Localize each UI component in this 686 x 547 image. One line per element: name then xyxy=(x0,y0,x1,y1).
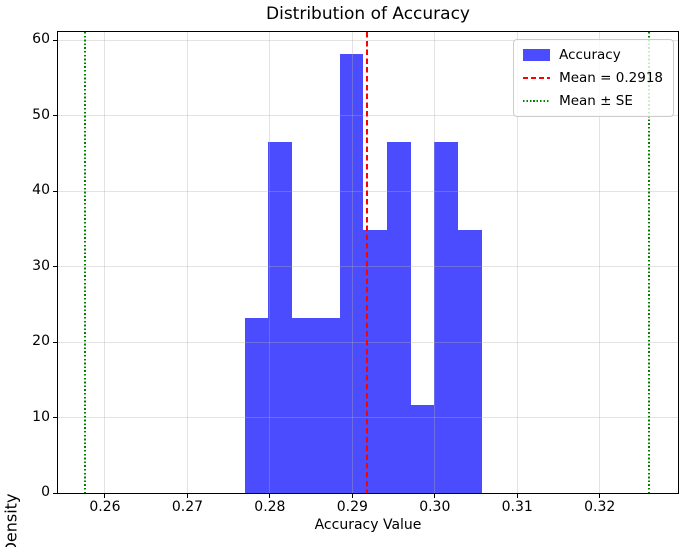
histogram-bar xyxy=(339,54,364,493)
y-axis-label: Density xyxy=(1,493,21,547)
left-spine xyxy=(57,31,58,494)
x-axis-label: Accuracy Value xyxy=(314,517,422,533)
histogram-bar xyxy=(316,317,340,493)
y-tick-mark xyxy=(53,341,57,343)
legend-dotted-line-swatch xyxy=(523,100,551,102)
y-tick-label: 20 xyxy=(32,333,50,350)
y-tick-label: 40 xyxy=(32,182,50,199)
y-tick-mark xyxy=(53,39,57,41)
y-tick-label: 30 xyxy=(32,257,50,274)
legend-patch-swatch xyxy=(523,49,551,61)
histogram-bar xyxy=(268,142,293,493)
y-tick-label: 10 xyxy=(32,408,50,425)
x-gridline xyxy=(351,32,353,493)
x-tick-label: 0.30 xyxy=(419,499,451,515)
x-tick-label: 0.32 xyxy=(584,499,616,515)
x-tick-label: 0.31 xyxy=(501,499,533,515)
plot-area: Accuracy Mean = 0.2918 Mean ± SE 0.26 0.27 0… xyxy=(32,31,679,515)
legend-label: Accuracy xyxy=(559,47,621,63)
x-tick-mark xyxy=(434,494,436,498)
x-gridline xyxy=(104,32,106,493)
mean-plus-se-line xyxy=(648,32,650,493)
histogram-bar xyxy=(433,142,458,493)
x-tick-mark xyxy=(186,494,188,498)
x-tick-mark xyxy=(516,494,518,498)
legend-dashed-line-swatch xyxy=(523,77,551,79)
x-gridline xyxy=(516,32,518,493)
y-tick-label: 0 xyxy=(41,484,50,500)
y-tick-mark xyxy=(53,266,57,268)
y-gridline xyxy=(58,39,678,41)
mean-minus-se-line xyxy=(84,32,86,493)
y-tick-mark xyxy=(53,115,57,117)
x-tick-mark xyxy=(104,494,106,498)
legend-row: Accuracy xyxy=(523,46,663,64)
histogram-bar xyxy=(386,142,411,493)
y-gridline xyxy=(58,417,678,419)
top-spine xyxy=(58,31,678,32)
x-gridline xyxy=(434,32,436,493)
y-gridline xyxy=(58,190,678,192)
y-tick-mark xyxy=(53,492,57,494)
legend-label: Mean ± SE xyxy=(559,93,633,109)
histogram-bar xyxy=(363,229,387,493)
y-gridline xyxy=(58,341,678,343)
y-tick-label: 60 xyxy=(32,31,50,48)
y-tick-label: 50 xyxy=(32,106,50,123)
x-tick-mark xyxy=(599,494,601,498)
histogram-bar xyxy=(410,405,434,493)
x-gridline xyxy=(186,32,188,493)
x-tick-mark xyxy=(269,494,271,498)
mean-line xyxy=(366,32,368,493)
y-tick-mark xyxy=(53,417,57,419)
x-tick-label: 0.29 xyxy=(336,499,368,515)
legend-label: Mean = 0.2918 xyxy=(559,70,663,86)
right-spine xyxy=(678,31,679,494)
x-gridline xyxy=(599,32,601,493)
chart-title: Distribution of Accuracy xyxy=(266,4,470,24)
histogram-bar xyxy=(457,229,482,493)
legend-row: Mean = 0.2918 xyxy=(523,69,663,87)
bottom-spine xyxy=(58,493,678,494)
x-tick-label: 0.28 xyxy=(254,499,286,515)
legend-row: Mean ± SE xyxy=(523,92,663,110)
y-tick-mark xyxy=(53,190,57,192)
histogram-bar xyxy=(292,317,317,493)
x-gridline xyxy=(269,32,271,493)
y-gridline xyxy=(58,115,678,117)
x-tick-mark xyxy=(351,494,353,498)
x-tick-label: 0.26 xyxy=(89,499,121,515)
x-tick-label: 0.27 xyxy=(171,499,204,515)
histogram-bar xyxy=(245,317,269,493)
legend: Accuracy Mean = 0.2918 Mean ± SE xyxy=(513,39,674,117)
y-gridline xyxy=(58,266,678,268)
